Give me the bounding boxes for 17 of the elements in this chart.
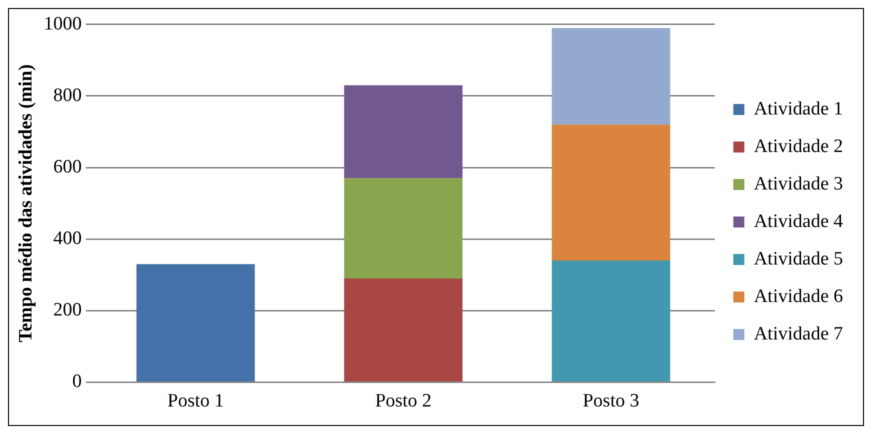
legend-label: Atividade 3 [754, 173, 844, 194]
y-tick-label: 800 [53, 84, 82, 106]
legend-label: Atividade 5 [754, 248, 844, 270]
y-tick-label: 400 [53, 228, 82, 250]
x-tick-label: Posto 2 [375, 390, 432, 412]
y-tick-label: 200 [53, 300, 82, 321]
legend-label: Atividade 4 [754, 210, 844, 232]
x-tick-label: Posto 1 [167, 390, 224, 412]
legend-label: Atividade 7 [754, 323, 844, 344]
y-tick-label: 0 [72, 371, 82, 392]
legend-label: Atividade 2 [754, 136, 844, 157]
y-tick-label: 600 [53, 156, 82, 178]
legend-label: Atividade 1 [754, 98, 844, 120]
legend-label: Atividade 6 [754, 286, 844, 307]
y-axis-title: Tempo médio das atividades (min) [15, 64, 36, 342]
x-tick-label: Posto 3 [582, 390, 640, 412]
y-tick-label: 1000 [44, 13, 82, 34]
